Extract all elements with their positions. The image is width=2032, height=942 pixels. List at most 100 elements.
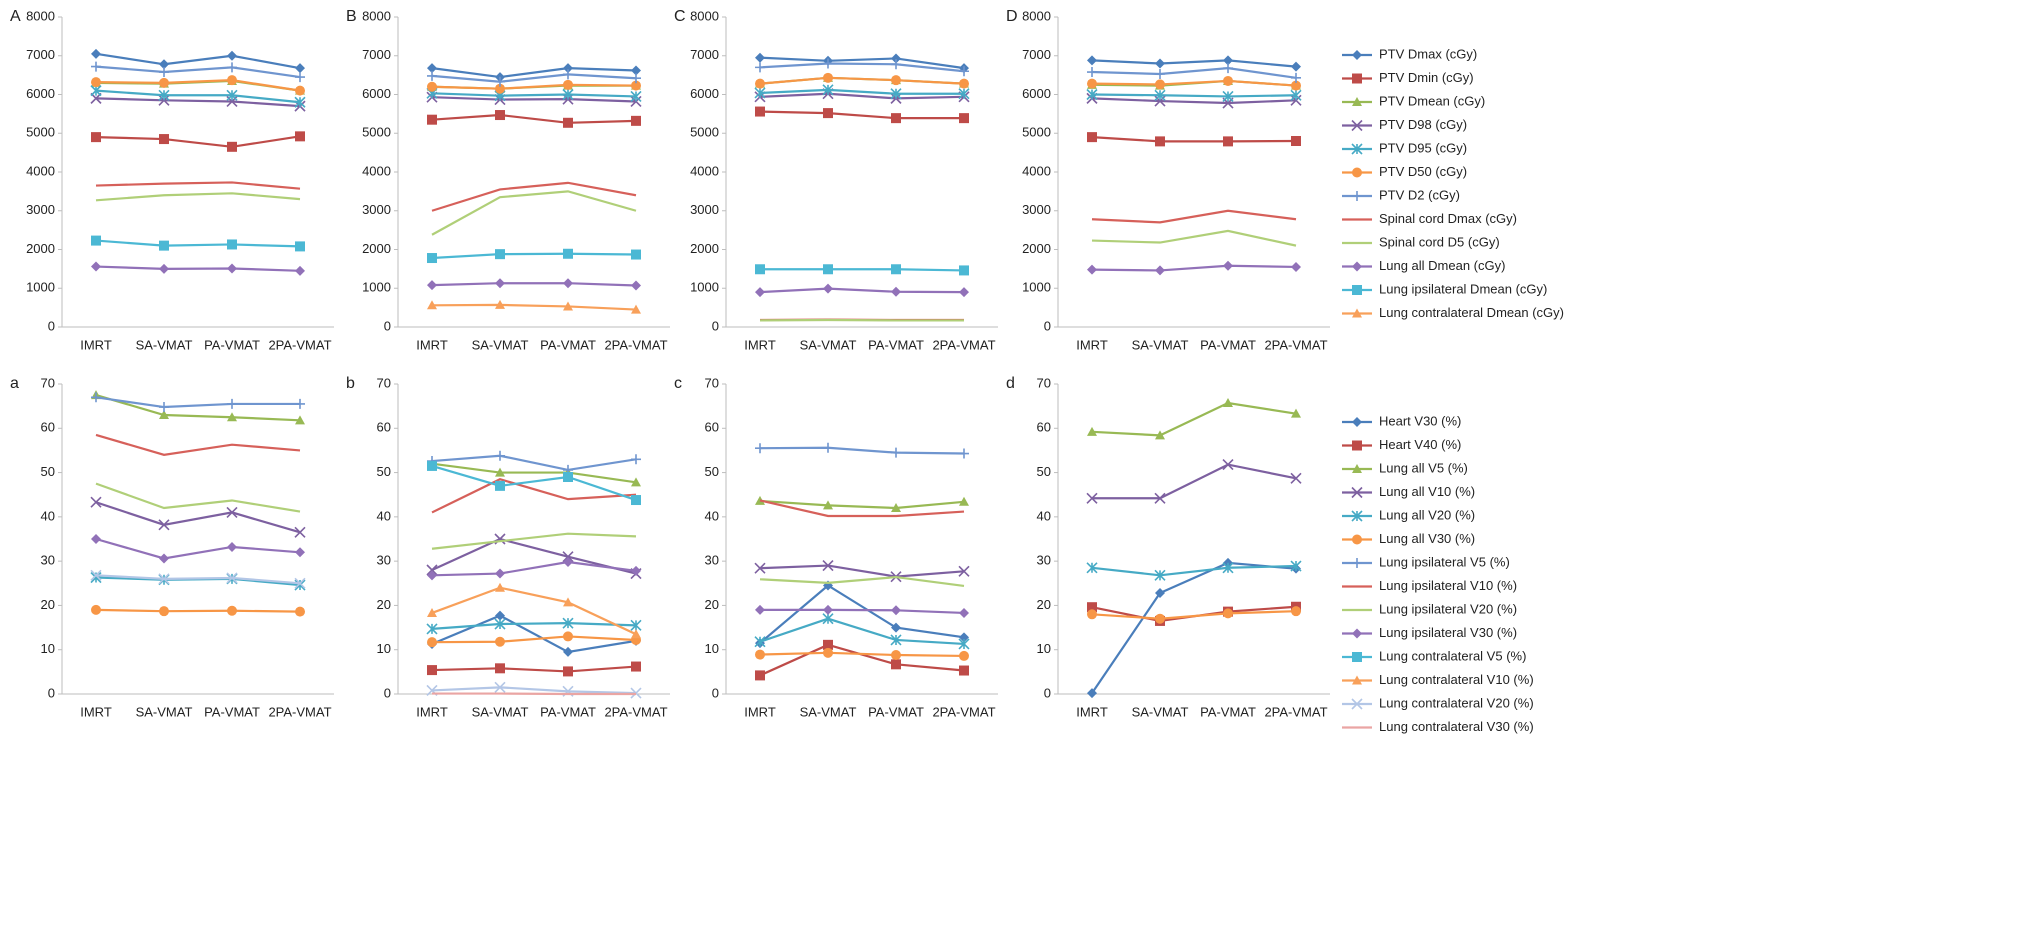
series-line (431, 303, 637, 311)
x-tick-label: IMRT (744, 337, 776, 352)
legend-label: PTV Dmean (cGy) (1379, 93, 1485, 108)
y-tick-label: 4000 (690, 163, 719, 178)
marker (1223, 260, 1233, 271)
marker (891, 622, 901, 633)
series-line (431, 478, 637, 514)
marker (1087, 688, 1097, 699)
marker (91, 48, 101, 59)
marker (754, 87, 766, 99)
marker (91, 261, 101, 272)
marker (890, 88, 902, 100)
marker (1352, 308, 1362, 318)
marker (1087, 609, 1097, 620)
marker (1352, 97, 1362, 106)
series-line (1091, 67, 1297, 79)
marker (159, 77, 169, 88)
marker (1086, 492, 1098, 504)
series-line (431, 462, 637, 484)
y-tick-label: 2000 (690, 241, 719, 256)
x-tick-label: SA-VMAT (136, 704, 193, 719)
marker (295, 131, 305, 142)
marker (1352, 50, 1362, 60)
series-line (759, 62, 965, 73)
marker (1222, 459, 1234, 471)
y-tick-label: 40 (705, 508, 719, 523)
series-line (95, 433, 301, 456)
marker (495, 467, 505, 477)
marker (1352, 73, 1362, 84)
series-line (1091, 564, 1297, 577)
y-tick-label: 0 (48, 318, 55, 333)
marker (631, 565, 641, 576)
series-line (95, 265, 301, 272)
marker (494, 618, 506, 630)
marker (959, 650, 969, 661)
marker (295, 415, 305, 425)
marker (1155, 58, 1165, 69)
series-line (759, 584, 965, 644)
legend-label: Lung ipsilateral V20 (%) (1379, 601, 1517, 616)
marker (427, 570, 437, 581)
series-line (431, 252, 637, 260)
marker (1290, 560, 1302, 572)
marker (1223, 398, 1233, 408)
y-tick-label: 40 (377, 508, 391, 523)
y-tick-label: 5000 (26, 125, 55, 140)
marker (427, 607, 437, 617)
marker (754, 636, 766, 648)
marker (1223, 63, 1233, 74)
marker (427, 665, 437, 676)
legend-label: Lung all V10 (%) (1379, 484, 1475, 499)
x-tick-label: IMRT (416, 337, 448, 352)
series-line (759, 643, 965, 677)
marker (959, 496, 969, 506)
marker (958, 638, 970, 650)
marker (1352, 191, 1362, 201)
legend-label: Heart V30 (%) (1379, 413, 1461, 428)
x-tick-label: PA-VMAT (1200, 337, 1256, 352)
marker (295, 265, 305, 276)
marker (495, 568, 505, 579)
marker (823, 58, 833, 69)
marker (755, 604, 765, 615)
x-tick-label: PA-VMAT (204, 704, 260, 719)
series-line (95, 501, 301, 534)
marker (755, 264, 765, 275)
marker (495, 663, 505, 674)
panel-label: C (674, 8, 686, 25)
legend-label: Spinal cord Dmax (cGy) (1379, 211, 1517, 226)
marker (1352, 558, 1362, 568)
y-tick-label: 40 (41, 508, 55, 523)
x-tick-label: SA-VMAT (472, 337, 529, 352)
series-line (95, 574, 301, 585)
legend-label: Lung all V30 (%) (1379, 531, 1475, 546)
marker (563, 248, 573, 259)
series-line (95, 239, 301, 248)
marker (1155, 613, 1165, 624)
panel-label: c (674, 375, 682, 392)
y-tick-label: 70 (705, 375, 719, 390)
y-tick-label: 0 (1044, 318, 1051, 333)
marker (1086, 88, 1098, 101)
y-tick-label: 20 (377, 597, 391, 612)
x-tick-label: SA-VMAT (1132, 337, 1189, 352)
marker (1222, 562, 1234, 574)
y-tick-label: 3000 (362, 202, 391, 217)
marker (823, 264, 833, 275)
legend-label: Spinal cord D5 (cGy) (1379, 234, 1500, 249)
x-tick-label: 2PA-VMAT (604, 704, 667, 719)
y-tick-label: 0 (712, 685, 719, 700)
series-line (431, 532, 637, 550)
marker (1291, 261, 1301, 272)
marker (226, 89, 238, 101)
marker (1291, 80, 1301, 91)
series-line (95, 396, 300, 409)
legend-label: Heart V40 (%) (1379, 437, 1461, 452)
marker (959, 265, 969, 276)
legend-label: Lung contralateral V30 (%) (1379, 719, 1534, 734)
y-tick-label: 7000 (26, 47, 55, 62)
series-line (431, 586, 637, 636)
marker (427, 114, 437, 125)
marker (227, 263, 237, 274)
marker (563, 69, 573, 80)
